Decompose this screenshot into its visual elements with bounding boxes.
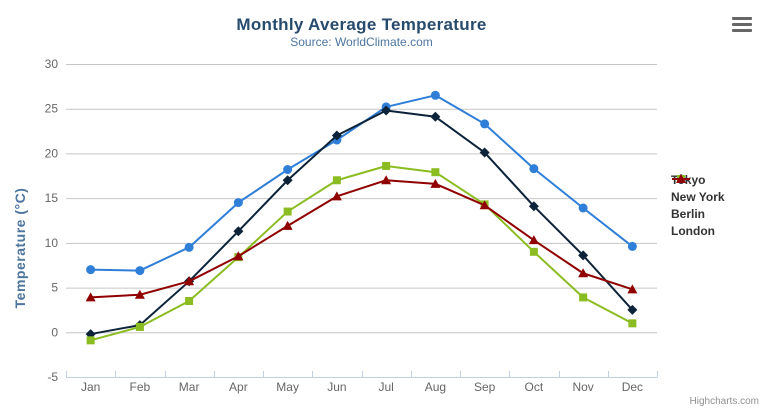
data-point[interactable]: [578, 250, 589, 261]
data-point[interactable]: [331, 130, 342, 141]
x-axis-label: Jan: [81, 380, 100, 394]
y-axis-label: -5: [47, 370, 58, 384]
series-line: [89, 109, 634, 336]
x-axis-label: Aug: [425, 380, 446, 394]
data-point[interactable]: [627, 304, 638, 315]
legend-item-berlin[interactable]: Berlin: [671, 175, 725, 221]
x-axis-label: Mar: [179, 380, 200, 394]
legend-item-new-york[interactable]: New York: [671, 174, 725, 204]
x-axis-label: May: [276, 380, 299, 394]
data-point[interactable]: [479, 200, 490, 210]
series-tokyo: [86, 90, 637, 276]
legend-label: London: [671, 223, 715, 238]
data-point[interactable]: [135, 322, 144, 331]
y-axis-label: 10: [45, 236, 59, 250]
data-point[interactable]: [579, 293, 588, 302]
chart-title: Monthly Average Temperature: [236, 15, 487, 34]
data-point[interactable]: [528, 235, 539, 245]
triangle-glyph[interactable]: [676, 174, 686, 183]
x-axis-label: Sep: [474, 380, 496, 394]
x-axis-label: Jul: [378, 380, 393, 394]
data-point[interactable]: [382, 161, 391, 170]
y-axis-label: 0: [51, 325, 58, 339]
legend: Tokyo New York Berlin London: [671, 173, 725, 238]
x-axis-label: Jun: [327, 380, 346, 394]
series-line: [89, 94, 634, 272]
y-axis-label: 15: [45, 191, 59, 205]
data-point[interactable]: [578, 268, 589, 278]
data-point[interactable]: [627, 241, 637, 251]
series-london: [85, 175, 638, 302]
series-line: [89, 164, 634, 342]
export-menu-button[interactable]: [732, 17, 754, 34]
x-axis-label: Nov: [572, 380, 593, 394]
data-point[interactable]: [185, 296, 194, 305]
data-point[interactable]: [283, 207, 292, 216]
series-line: [89, 179, 634, 299]
data-point[interactable]: [479, 147, 490, 158]
highcharts-credit[interactable]: Highcharts.com: [689, 396, 759, 407]
data-point[interactable]: [480, 119, 490, 129]
data-point[interactable]: [628, 319, 637, 328]
data-point[interactable]: [578, 203, 588, 213]
data-point[interactable]: [85, 292, 96, 302]
data-point[interactable]: [529, 247, 538, 256]
triangle-legend-icon: [672, 174, 690, 183]
data-point[interactable]: [283, 165, 293, 175]
legend-item-london[interactable]: London: [671, 174, 725, 238]
data-point[interactable]: [135, 266, 145, 276]
x-axis-label: Feb: [130, 380, 151, 394]
chart-subtitle: Source: WorldClimate.com: [290, 35, 433, 49]
data-point[interactable]: [430, 178, 441, 188]
data-point[interactable]: [627, 284, 638, 294]
data-point[interactable]: [184, 242, 194, 252]
data-point[interactable]: [233, 251, 244, 261]
data-point[interactable]: [86, 265, 96, 275]
legend-label: New York: [671, 189, 725, 204]
data-point[interactable]: [430, 111, 441, 122]
data-point[interactable]: [233, 226, 244, 237]
data-point[interactable]: [529, 164, 539, 174]
data-point[interactable]: [528, 201, 539, 212]
hamburger-icon: [732, 17, 754, 32]
data-point[interactable]: [431, 168, 440, 177]
data-point[interactable]: [381, 175, 392, 185]
data-point[interactable]: [184, 276, 195, 286]
data-point[interactable]: [233, 198, 243, 208]
y-axis-label: 20: [45, 146, 59, 160]
data-point[interactable]: [134, 289, 145, 299]
data-point[interactable]: [331, 191, 342, 201]
y-axis-title: Temperature (°C): [12, 188, 28, 309]
y-axis-label: 5: [51, 281, 58, 295]
data-point[interactable]: [282, 220, 293, 230]
x-axis-label: Dec: [622, 380, 643, 394]
x-axis-label: Oct: [525, 380, 544, 394]
data-point[interactable]: [282, 175, 293, 186]
data-point[interactable]: [430, 90, 440, 100]
series-new-york: [85, 105, 638, 340]
y-axis-label: 25: [45, 102, 59, 116]
y-axis-label: 30: [45, 57, 59, 71]
data-point[interactable]: [381, 105, 392, 116]
x-axis-label: Apr: [229, 380, 248, 394]
legend-label: Berlin: [671, 206, 706, 221]
data-point[interactable]: [332, 176, 341, 185]
data-point[interactable]: [86, 336, 95, 345]
